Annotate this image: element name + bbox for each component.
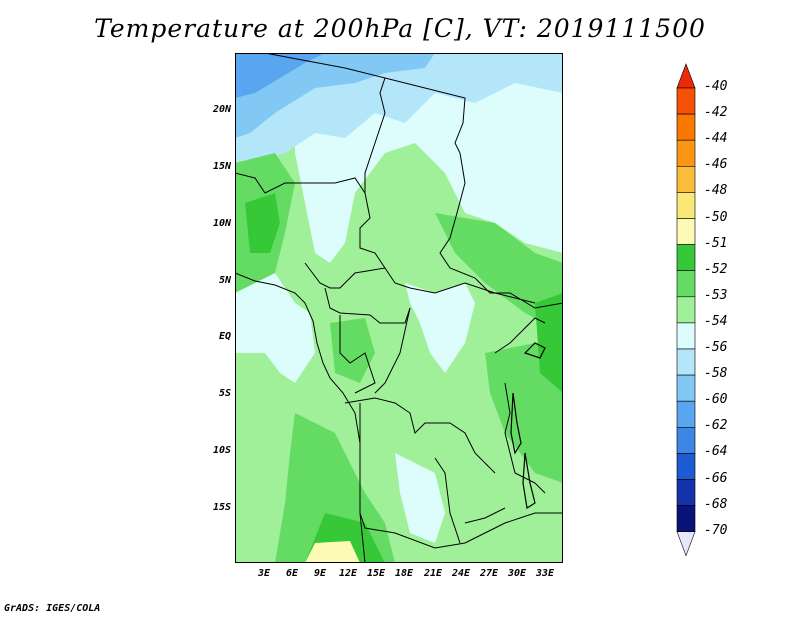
colorbar-level-label: -54 bbox=[704, 313, 728, 329]
colorbar-cell bbox=[676, 531, 696, 557]
field-53-gabon bbox=[330, 318, 375, 383]
lon-label: 12E bbox=[338, 568, 358, 579]
colorbar-level-label: -51 bbox=[704, 235, 728, 251]
lat-label: 5S bbox=[218, 388, 231, 399]
colorbar-cell bbox=[676, 374, 696, 402]
colorbar-level-label: -70 bbox=[704, 522, 728, 538]
colorbar-cell bbox=[676, 322, 696, 350]
colorbar-cell bbox=[676, 296, 696, 324]
field-53-central-north bbox=[435, 213, 563, 333]
lat-label: 5N bbox=[218, 275, 231, 286]
colorbar-level-label: -62 bbox=[704, 418, 728, 434]
colorbar-cell bbox=[676, 453, 696, 480]
lon-label: 21E bbox=[423, 568, 443, 579]
map-title: Temperature at 200hPa [C], VT: 201911150… bbox=[94, 14, 706, 43]
colorbar-cell bbox=[676, 139, 696, 167]
colorbar-level-label: -42 bbox=[704, 105, 728, 121]
temperature-map bbox=[235, 53, 563, 563]
colorbar-level-label: -64 bbox=[704, 444, 728, 460]
colorbar-cell bbox=[676, 400, 696, 428]
colorbar-level-label: -52 bbox=[704, 261, 728, 277]
colorbar bbox=[676, 63, 696, 557]
colorbar-cell bbox=[676, 348, 696, 376]
lon-label: 3E bbox=[257, 568, 271, 579]
lon-label: 18E bbox=[394, 568, 414, 579]
lon-label: 6E bbox=[285, 568, 299, 579]
colorbar-level-label: -60 bbox=[704, 392, 728, 408]
colorbar-cell bbox=[676, 113, 696, 141]
grads-credit: GrADS: IGES/COLA bbox=[4, 603, 101, 614]
lat-label: 10S bbox=[212, 445, 231, 456]
lon-label: 15E bbox=[366, 568, 386, 579]
lat-label: 15N bbox=[212, 161, 231, 172]
colorbar-cell bbox=[676, 505, 696, 533]
lon-label: 24E bbox=[451, 568, 471, 579]
field-53-east bbox=[485, 343, 563, 483]
lon-label: 27E bbox=[479, 568, 499, 579]
field-56-south bbox=[395, 453, 445, 543]
lakes bbox=[510, 342, 546, 509]
lon-label: 33E bbox=[535, 568, 555, 579]
field-56-west bbox=[235, 273, 315, 383]
colorbar-level-label: -48 bbox=[704, 183, 728, 199]
colorbar-cell bbox=[676, 63, 696, 89]
colorbar-cell bbox=[676, 87, 696, 115]
field-56-northeast bbox=[445, 153, 563, 253]
lat-label: 15S bbox=[212, 502, 231, 513]
colorbar-cell bbox=[676, 270, 696, 298]
colorbar-level-label: -68 bbox=[704, 496, 728, 512]
colorbar-cell bbox=[676, 166, 696, 193]
lat-label: 10N bbox=[212, 218, 231, 229]
colorbar-level-label: -50 bbox=[704, 209, 728, 225]
map-border bbox=[235, 53, 563, 563]
colorbar-level-label: -46 bbox=[704, 157, 728, 173]
colorbar-cell bbox=[676, 244, 696, 272]
colorbar-cell bbox=[676, 479, 696, 506]
colorbar-level-label: -53 bbox=[704, 287, 728, 303]
field-51-south bbox=[305, 541, 360, 563]
colorbar-level-label: -40 bbox=[704, 79, 728, 94]
field-62-north bbox=[235, 53, 325, 98]
country-borders bbox=[235, 53, 563, 549]
lon-label: 30E bbox=[507, 568, 527, 579]
lat-label: EQ bbox=[218, 331, 231, 342]
field-52-cameroon bbox=[245, 193, 280, 253]
colorbar-level-label: -56 bbox=[704, 340, 728, 355]
colorbar-cell bbox=[676, 426, 696, 454]
coastline bbox=[235, 272, 366, 563]
field-56-central bbox=[405, 283, 475, 373]
colorbar-level-label: -44 bbox=[704, 131, 728, 147]
colorbar-cell bbox=[676, 218, 696, 245]
colorbar-cell bbox=[676, 192, 696, 219]
lon-label: 9E bbox=[313, 568, 327, 579]
colorbar-level-label: -58 bbox=[704, 366, 728, 382]
lat-label: 20N bbox=[212, 104, 231, 115]
colorbar-level-label: -66 bbox=[704, 470, 728, 486]
field-52-east bbox=[535, 293, 563, 393]
